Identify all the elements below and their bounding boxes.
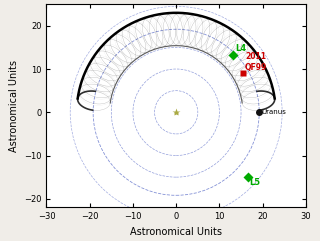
Text: L4: L4: [235, 45, 246, 54]
Text: 2011
QF99: 2011 QF99: [245, 52, 267, 72]
X-axis label: Astronomical Units: Astronomical Units: [130, 227, 222, 237]
Y-axis label: Astronomical Units: Astronomical Units: [9, 60, 19, 152]
Text: Uranus: Uranus: [261, 109, 286, 115]
Text: L5: L5: [249, 178, 260, 187]
